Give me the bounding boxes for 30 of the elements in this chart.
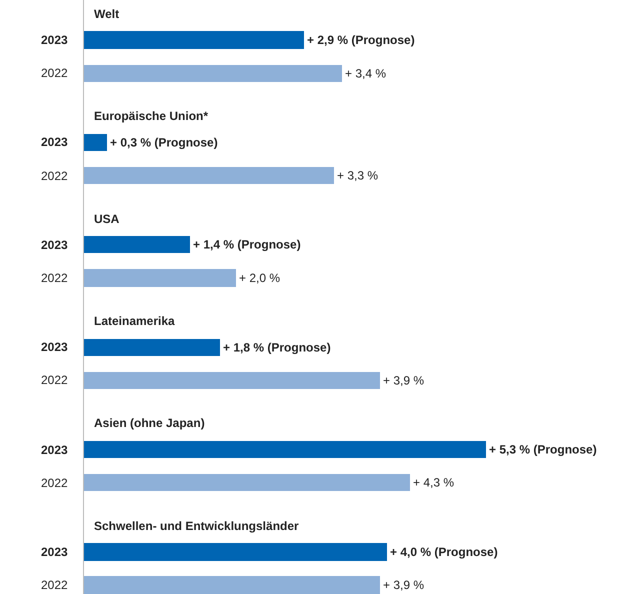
text: 2022 — [41, 578, 68, 592]
series-label: 2022 — [41, 66, 68, 80]
y-tick-label: Welt — [94, 7, 120, 21]
data-label: + 3,4 % — [345, 66, 386, 80]
data-label: + 3,3 % — [337, 168, 378, 182]
y-tick-label: Schwellen- und Entwicklungsländer — [94, 519, 300, 533]
text: 2023 — [41, 340, 68, 354]
text: 2023 — [41, 238, 68, 252]
data-label: + 3,9 % — [383, 578, 424, 592]
text: 2022 — [41, 373, 68, 387]
data-label: + 1,4 % (Prognose) — [193, 238, 301, 252]
y-tick-label: Europäische Union* — [94, 109, 208, 123]
series-label: 2023 — [41, 33, 68, 47]
data-label: + 2,0 % — [239, 271, 280, 285]
y-tick-label: Asien (ohne Japan) — [94, 416, 205, 430]
y-tick-label: Lateinamerika — [94, 314, 176, 328]
data-label: + 0,3 % (Prognose) — [110, 136, 218, 150]
text: 2022 — [41, 271, 68, 285]
data-label: + 1,8 % (Prognose) — [223, 340, 331, 354]
text: 2023 — [41, 443, 68, 457]
data-label: + 4,0 % (Prognose) — [390, 545, 498, 559]
text: 2023 — [41, 545, 68, 559]
data-label: + 4,3 % — [413, 476, 454, 490]
data-label: + 2,9 % (Prognose) — [307, 33, 415, 47]
text: 2023 — [41, 135, 68, 149]
text: 2022 — [41, 169, 68, 183]
data-label: + 3,9 % — [383, 374, 424, 388]
text: 2022 — [41, 476, 68, 490]
y-tick-label: USA — [94, 212, 120, 226]
data-label: + 5,3 % (Prognose) — [489, 442, 597, 456]
